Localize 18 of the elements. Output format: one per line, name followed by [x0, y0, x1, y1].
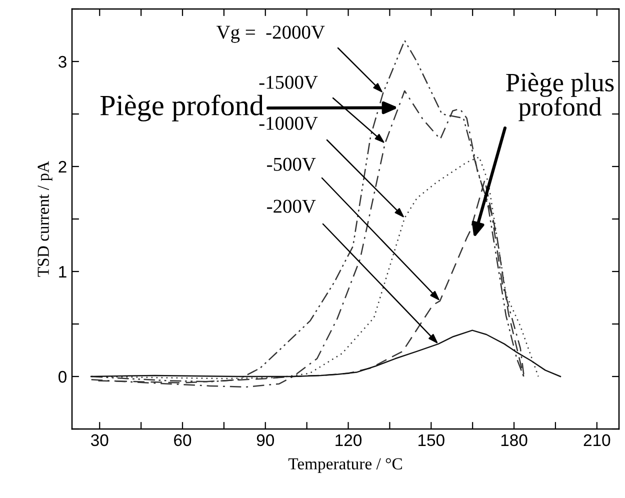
y-tick-label: 0: [58, 370, 66, 383]
annotation: Piège plus profond: [506, 72, 614, 122]
x-tick-label: 150: [418, 434, 444, 446]
annotation: Vg = -2000V: [216, 26, 325, 43]
x-axis-title: Temperature / °C: [288, 458, 402, 473]
y-tick-label: 2: [58, 160, 66, 173]
y-axis-title: TSD current / pA: [38, 161, 52, 277]
x-tick-label: 120: [336, 434, 362, 446]
annotation: -500V: [267, 158, 316, 171]
x-tick-label: 30: [90, 434, 108, 446]
y-tick-label: 1: [59, 266, 66, 278]
x-tick-label: 210: [584, 434, 610, 446]
x-tick-label: 180: [501, 434, 528, 446]
y-tick-label: 3: [58, 56, 66, 68]
annotation: -1500V: [259, 76, 318, 89]
annotation: -200V: [267, 200, 316, 213]
x-tick-label: 60: [174, 434, 192, 446]
x-tick-label: 90: [256, 434, 274, 446]
